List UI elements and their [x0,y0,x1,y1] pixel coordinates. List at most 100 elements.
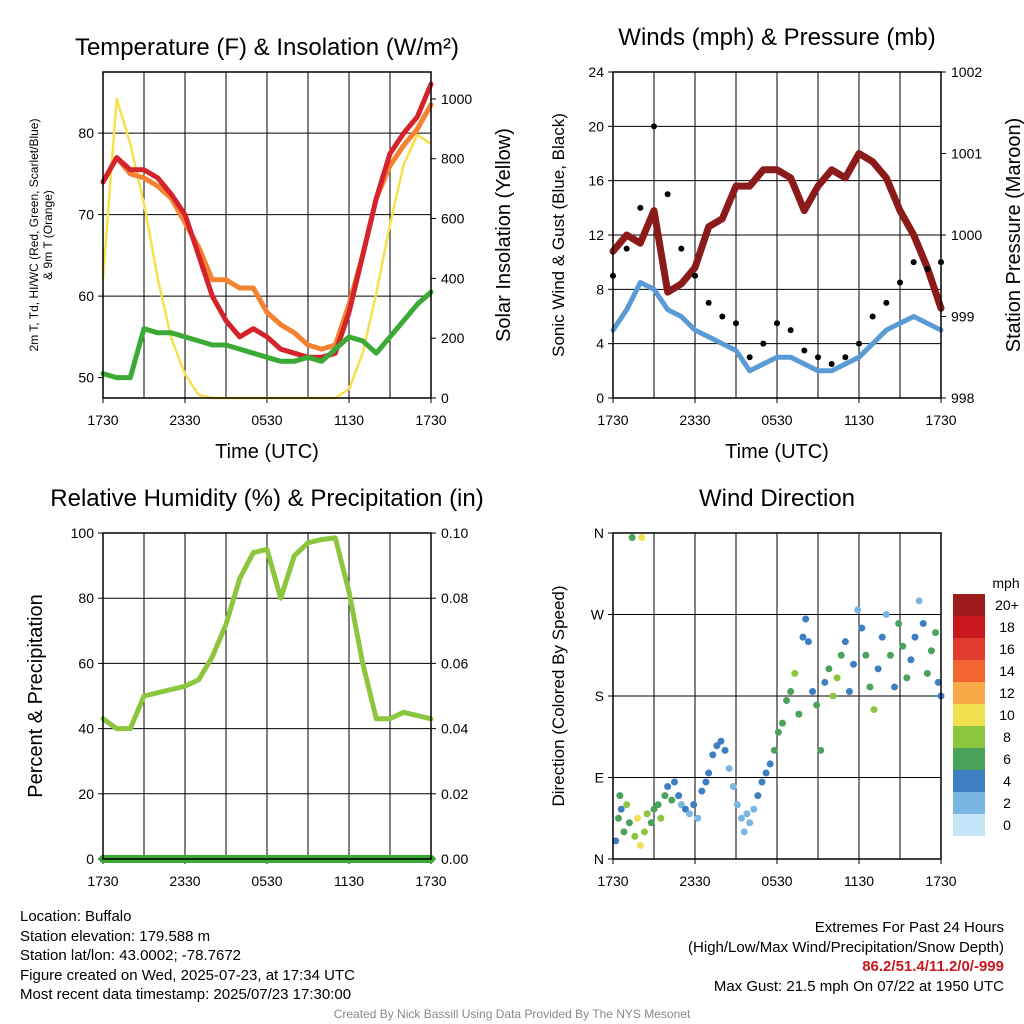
y-tick-label: 4 [596,336,604,352]
y2-tick-label: 1000 [441,91,472,107]
direction-point [802,615,810,623]
y2-tick-label: 200 [441,330,465,346]
legend-swatch [953,616,985,638]
gust-point [815,354,821,361]
direction-point [661,792,669,800]
gust-point [623,245,630,252]
x-axis-label: Time (UTC) [725,441,829,463]
y-tick-label: 50 [78,370,94,386]
direction-point [787,687,795,695]
y-tick-label: 24 [588,64,604,80]
direction-point [911,633,919,641]
x-tick-label: 0530 [761,873,792,889]
direction-point [640,828,648,836]
y-tick-label: 60 [78,655,94,671]
direction-point [721,746,729,754]
direction-point [854,606,862,614]
direction-point [915,597,923,605]
legend-label: 20+ [995,597,1019,613]
direction-point [628,534,636,542]
direction-point [758,778,766,786]
x-tick-label: 1730 [925,412,956,428]
direction-point [694,814,702,822]
direction-point [616,792,624,800]
gust-point [787,327,794,334]
y-tick-label: 0 [86,851,94,867]
station-info: Location: Buffalo Station elevation: 179… [20,907,355,1005]
direction-point [681,805,689,813]
gust-point [774,320,780,327]
y-tick-label: 80 [78,125,94,141]
direction-point [841,638,849,646]
y-axis-label-group: 2m T, Td, HI/WC (Red, Green, Scarlet/Blu… [27,119,55,352]
gust-point [801,347,808,354]
direction-point [923,669,931,677]
direction-point [809,687,817,695]
direction-point [833,674,841,682]
direction-point [837,651,845,659]
y2-tick-label: 0.04 [441,721,468,737]
direction-point [927,647,935,655]
legend-label: 16 [999,641,1015,657]
extremes-subheading: (High/Low/Max Wind/Precipitation/Snow De… [688,938,1004,956]
direction-point [643,810,651,818]
direction-point [903,674,911,682]
direction-point [778,719,786,727]
direction-point [617,805,625,813]
legend-swatch [953,814,985,836]
x-axis-label: Time (UTC) [215,441,319,463]
panel-title: Wind Direction [699,485,855,512]
direction-point [878,633,886,641]
direction-point [870,706,878,714]
x-tick-label: 1130 [844,873,874,889]
y-tick-label: 16 [588,173,604,189]
direction-point [713,742,721,750]
direction-point [729,783,737,791]
legend-label: 6 [1003,751,1011,767]
max-gust-text: Max Gust: 21.5 mph On 07/22 at 1950 UTC [713,977,1004,995]
direction-point [932,629,940,637]
y2-tick-label: 0.02 [441,786,468,802]
direction-point [668,796,676,804]
direction-point [709,751,717,759]
y-axis-label: Direction (Colored By Speed) [549,585,568,806]
gust-point [828,361,835,368]
direction-point [817,746,825,754]
x-tick-label: 1730 [415,873,446,889]
y2-tick-label: 0.00 [441,851,468,867]
direction-point [686,810,694,818]
x-tick-label: 2330 [169,873,200,889]
y-axis-label: Percent & Precipitation [25,594,47,797]
gust-point [842,354,849,361]
direction-point [623,801,631,809]
y-tick-label: 20 [78,786,94,802]
direction-point [754,792,762,800]
gust-point [746,354,753,361]
x-tick-label: 1130 [334,412,364,428]
direction-point [677,801,685,809]
y-tick-label: N [594,851,604,867]
direction-point [657,814,665,822]
direction-point [862,651,870,659]
direction-point [886,651,894,659]
legend-swatch [953,792,985,814]
legend-swatch [953,638,985,660]
x-tick-label: 0530 [251,873,282,889]
sonic-wind-line [610,280,944,374]
y-tick-label: 12 [588,227,604,243]
latlon-text: Station lat/lon: 43.0002; -78.7672 [20,947,242,965]
y2-tick-label: 1002 [951,64,982,80]
plot-frame [612,532,942,860]
gust-point [856,340,862,347]
legend-swatch [953,726,985,748]
extremes-info: Extremes For Past 24 Hours (High/Low/Max… [688,918,1004,996]
y2-tick-label: 0.10 [441,525,468,541]
x-tick-label: 1730 [87,873,118,889]
pressure-line [609,150,945,312]
gust-point [910,259,917,266]
y2-tick-label: 400 [441,270,465,286]
x-tick-label: 0530 [251,412,282,428]
direction-point [746,819,754,827]
legend-label: 4 [1003,773,1011,789]
